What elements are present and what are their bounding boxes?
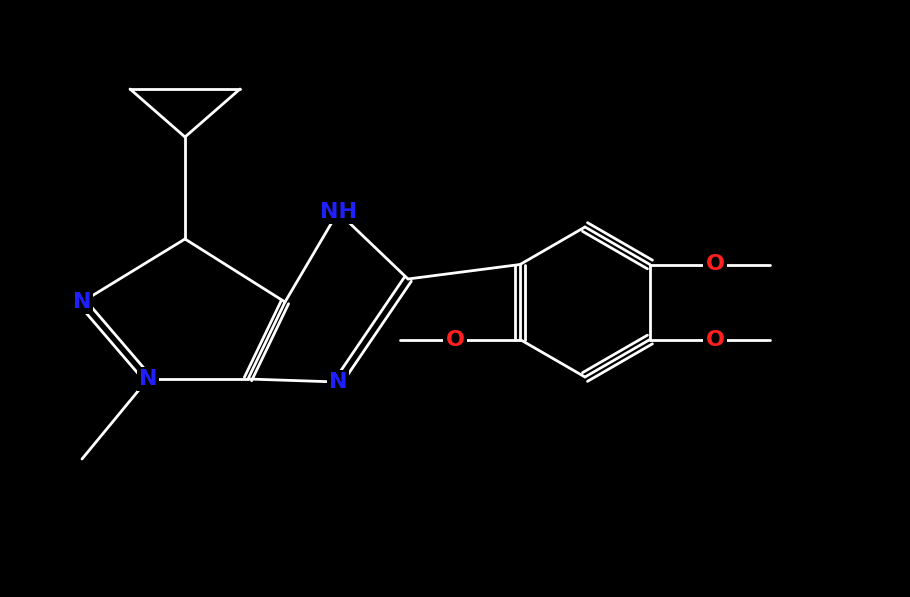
Text: O: O: [705, 254, 724, 275]
Text: N: N: [329, 372, 348, 392]
Text: N: N: [73, 292, 91, 312]
Text: NH: NH: [319, 202, 357, 222]
Text: O: O: [446, 330, 464, 349]
Text: N: N: [138, 369, 157, 389]
Text: O: O: [705, 330, 724, 349]
